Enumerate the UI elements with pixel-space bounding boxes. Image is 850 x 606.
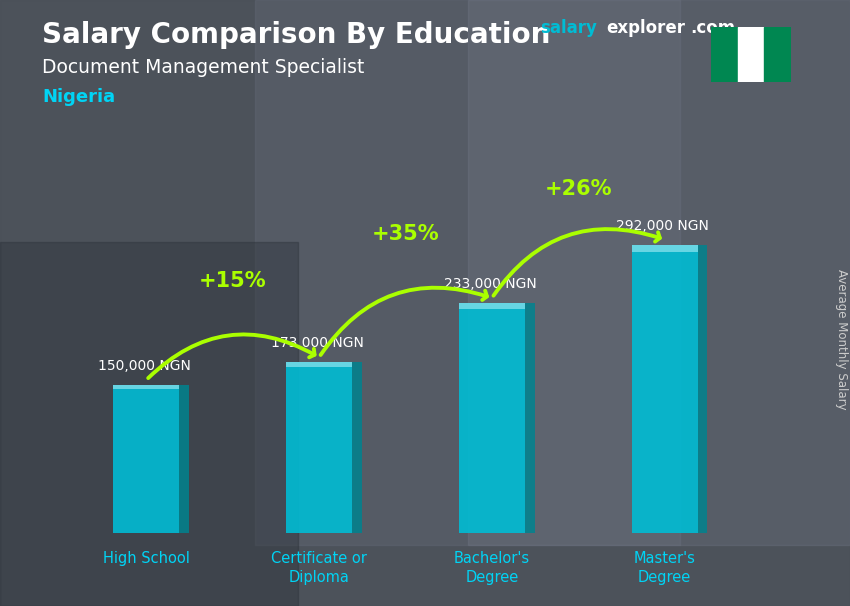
Bar <box>179 385 189 533</box>
Bar <box>738 27 764 82</box>
Text: High School: High School <box>103 551 190 566</box>
Text: 150,000 NGN: 150,000 NGN <box>98 359 190 373</box>
Text: Nigeria: Nigeria <box>42 88 116 106</box>
Text: 173,000 NGN: 173,000 NGN <box>270 336 364 350</box>
Bar <box>632 245 698 251</box>
Text: 292,000 NGN: 292,000 NGN <box>616 219 709 233</box>
Bar <box>764 27 791 82</box>
Bar <box>468 0 850 545</box>
Text: Salary Comparison By Education: Salary Comparison By Education <box>42 21 551 49</box>
Text: 233,000 NGN: 233,000 NGN <box>444 277 536 291</box>
Bar <box>286 362 352 367</box>
Bar <box>113 385 179 388</box>
Bar <box>632 245 698 533</box>
Bar <box>524 303 535 533</box>
Text: Certificate or
Diploma: Certificate or Diploma <box>271 551 367 585</box>
Text: Document Management Specialist: Document Management Specialist <box>42 58 365 76</box>
Bar <box>459 303 524 533</box>
Text: Bachelor's
Degree: Bachelor's Degree <box>454 551 530 585</box>
Bar <box>113 385 179 533</box>
Bar <box>0 242 298 606</box>
Text: explorer: explorer <box>606 19 685 38</box>
Bar <box>698 245 707 533</box>
Text: Average Monthly Salary: Average Monthly Salary <box>835 269 847 410</box>
Text: +26%: +26% <box>545 179 612 199</box>
Text: Master's
Degree: Master's Degree <box>634 551 695 585</box>
Bar <box>459 303 524 308</box>
Bar <box>352 362 362 533</box>
Bar <box>711 27 738 82</box>
Bar <box>255 0 680 545</box>
Text: .com: .com <box>690 19 735 38</box>
Text: salary: salary <box>540 19 597 38</box>
Bar <box>286 362 352 533</box>
Text: +15%: +15% <box>199 271 266 291</box>
Text: +35%: +35% <box>371 224 439 244</box>
